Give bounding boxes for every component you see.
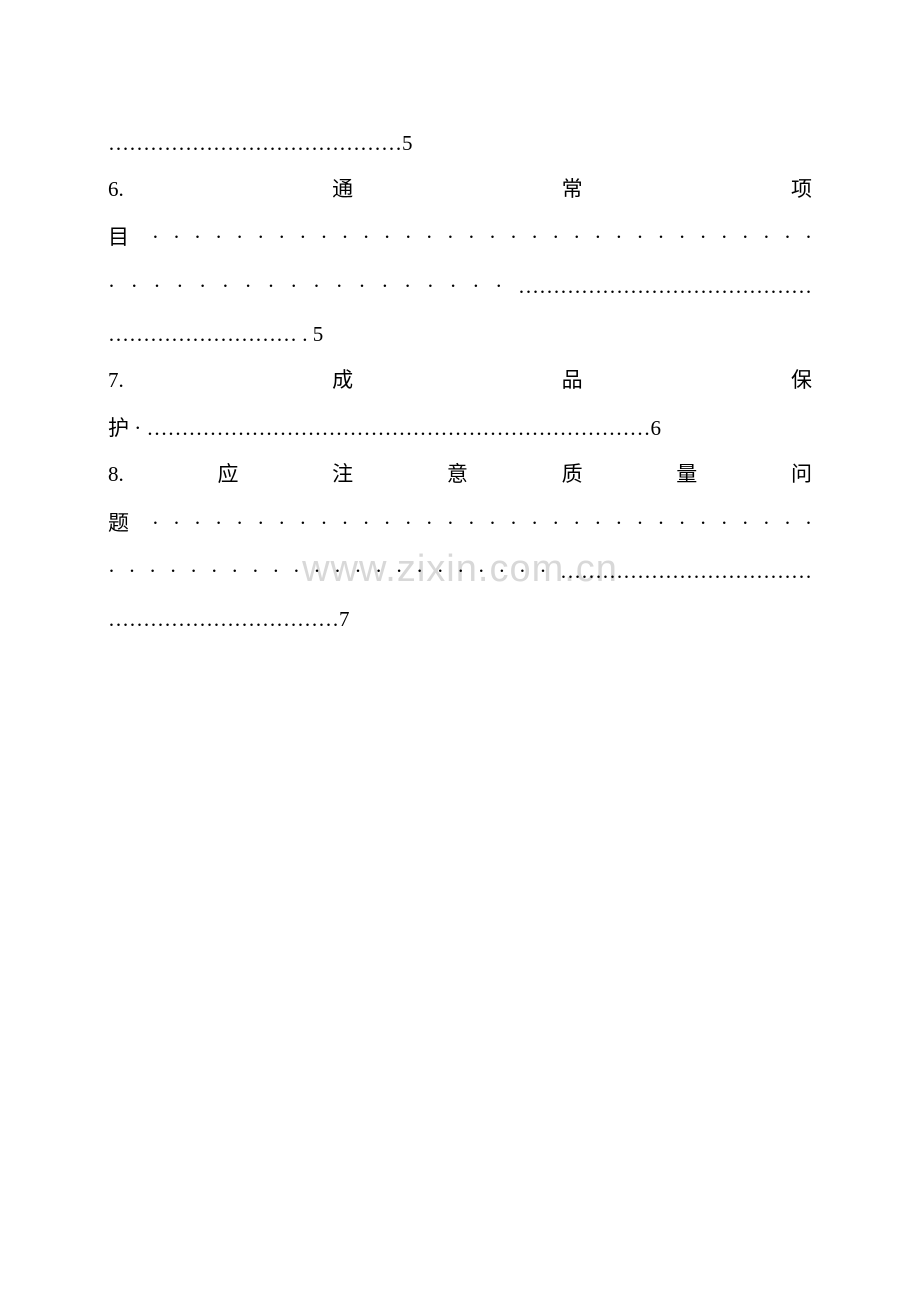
toc-line: 7. 成 品 保 — [108, 357, 812, 403]
toc-line: 8. 应 注 意 质 量 问 — [108, 451, 812, 497]
toc-line: 6. 通 常 项 — [108, 166, 812, 212]
toc-line: 题 · · · · · · · · · · · · · · · · · · · … — [108, 500, 812, 546]
toc-entry-8: 8. 应 注 意 质 量 问 题 · · · · · · · · · · · ·… — [108, 451, 812, 642]
toc-entry-6: 6. 通 常 项 目 · · · · · · · · · · · · · · ·… — [108, 166, 812, 357]
toc-line: · · · · · · · · · · · · · · · · · · …………… — [108, 263, 812, 309]
toc-line: ……………………………………5 — [108, 120, 812, 166]
document-content: ……………………………………5 6. 通 常 项 目 · · · · · · ·… — [0, 0, 920, 642]
toc-line: · · · · · · · · · · · · · · · · · · · · … — [108, 548, 812, 594]
toc-entry-5-continuation: ……………………………………5 — [108, 120, 812, 166]
toc-line: ……………………………7 — [108, 596, 812, 642]
toc-line: 护 · ………………………………………………………………6 — [108, 405, 812, 451]
toc-line: 目 · · · · · · · · · · · · · · · · · · · … — [108, 214, 812, 260]
toc-line: ……………………… . 5 — [108, 311, 812, 357]
toc-entry-7: 7. 成 品 保 护 · ………………………………………………………………6 — [108, 357, 812, 451]
